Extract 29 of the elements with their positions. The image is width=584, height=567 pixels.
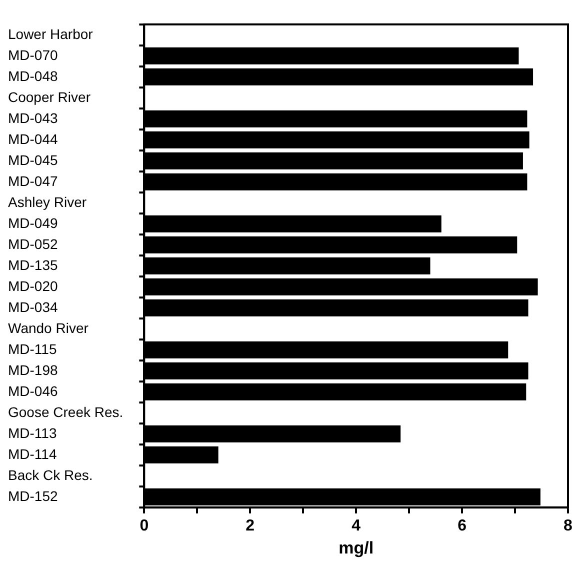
y-tick-label: Back Ck Res. [8,466,93,483]
x-tick-label: 6 [458,517,467,534]
y-tick-label: MD-047 [8,172,58,189]
y-tick-label: MD-052 [8,236,58,252]
x-axis-title: mg/l [338,538,374,558]
x-tick-label: 2 [246,517,255,534]
y-tick-label: MD-048 [8,68,58,84]
y-tick-label: MD-034 [8,298,58,315]
y-tick-label: MD-020 [8,278,58,294]
y-tick-label: Cooper River [8,88,91,105]
y-tick-label: MD-044 [8,130,58,147]
y-tick-label: Lower Harbor [8,26,94,42]
y-tick-label: MD-049 [8,214,58,231]
y-tick-label: MD-114 [8,446,57,462]
y-tick-label: MD-043 [8,110,58,126]
y-tick-label: MD-070 [8,46,58,63]
y-tick-label: MD-198 [8,362,58,378]
y-tick-label: MD-152 [8,488,58,504]
x-tick-label: 0 [140,517,149,534]
y-tick-label: Goose Creek Res. [8,404,124,420]
y-tick-label: MD-135 [8,256,58,273]
x-tick-label: 8 [564,517,573,534]
y-tick-label: Ashley River [8,194,87,210]
y-tick-label: MD-046 [8,382,58,399]
y-tick-label: Wando River [8,320,89,336]
x-tick-label: 4 [352,517,361,534]
y-tick-label: MD-113 [8,424,57,441]
y-tick-label: MD-115 [8,340,57,357]
y-tick-label: MD-045 [8,152,58,168]
